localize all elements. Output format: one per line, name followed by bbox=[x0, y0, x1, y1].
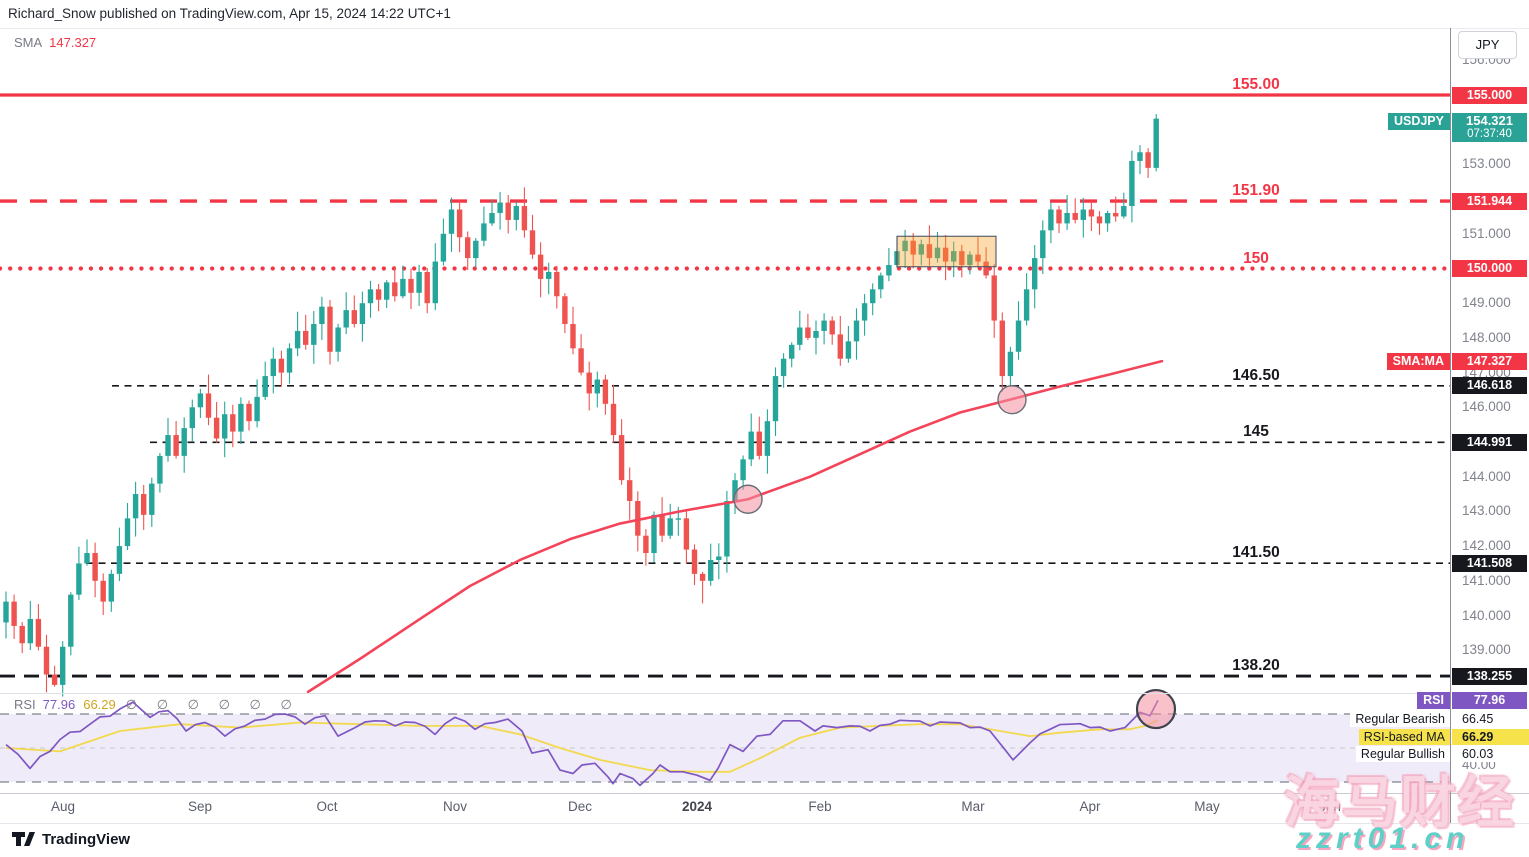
price-badge-138.255: 138.255 bbox=[1452, 667, 1527, 685]
tradingview-logo-icon bbox=[12, 832, 35, 846]
sma-label: SMA bbox=[14, 35, 43, 50]
rsi-plot-value-regular-bullish: 60.03 bbox=[1452, 746, 1529, 762]
time-label-May: May bbox=[1194, 799, 1220, 814]
time-label-Jun: Jun bbox=[1319, 799, 1341, 814]
sma-value: 147.327 bbox=[49, 35, 97, 50]
price-tick-153.000: 153.000 bbox=[1462, 156, 1511, 172]
publish-header: Richard_Snow published on TradingView.co… bbox=[8, 6, 451, 21]
time-label-Sep: Sep bbox=[187, 799, 213, 814]
time-label-Feb: Feb bbox=[808, 799, 832, 814]
price-badge-146.618: 146.618 bbox=[1452, 377, 1527, 395]
highlight-circle-1[interactable] bbox=[733, 484, 763, 514]
footer: TradingView bbox=[12, 831, 130, 848]
rsi-value-badge: 77.96 bbox=[1452, 691, 1527, 709]
last-price-badge: 154.321 07:37:40 bbox=[1452, 112, 1527, 142]
price-tick-143.000: 143.000 bbox=[1462, 503, 1511, 519]
price-tick-141.000: 141.000 bbox=[1462, 572, 1511, 588]
time-label-2024: 2024 bbox=[681, 799, 713, 814]
level-label-150: 150 bbox=[1243, 249, 1269, 267]
price-tick-139.000: 139.000 bbox=[1462, 642, 1511, 658]
time-label-Dec: Dec bbox=[567, 799, 592, 814]
level-label-146.50: 146.50 bbox=[1232, 366, 1280, 384]
candles bbox=[3, 114, 1159, 697]
rsi-value: 77.96 bbox=[42, 697, 76, 712]
level-label-141.50: 141.50 bbox=[1232, 544, 1280, 562]
currency-toggle-button[interactable]: JPY bbox=[1458, 31, 1517, 59]
time-label-Mar: Mar bbox=[961, 799, 985, 814]
price-badge-144.991: 144.991 bbox=[1452, 433, 1527, 451]
rsi-line[interactable] bbox=[5, 700, 1159, 787]
price-badge-151.944: 151.944 bbox=[1452, 192, 1527, 210]
highlight-circle-2[interactable] bbox=[997, 384, 1027, 415]
rsi-plot-label-regular-bullish: Regular Bullish bbox=[1355, 746, 1450, 762]
level-label-151.90: 151.90 bbox=[1232, 182, 1280, 200]
price-badge-150.000: 150.000 bbox=[1452, 260, 1527, 277]
level-label-155.00: 155.00 bbox=[1232, 76, 1280, 93]
rsi-ma-value: 66.29 bbox=[83, 697, 116, 712]
time-label-Oct: Oct bbox=[316, 799, 338, 814]
consolidation-box[interactable] bbox=[896, 235, 997, 268]
indicator-legend: SMA 147.327 bbox=[14, 35, 96, 50]
sma-value-badge: 147.327 bbox=[1452, 352, 1527, 370]
price-tick-146.000: 146.000 bbox=[1462, 399, 1511, 415]
time-label-Nov: Nov bbox=[442, 799, 467, 814]
price-badge-155.000: 155.000 bbox=[1452, 86, 1527, 104]
time-label-Aug: Aug bbox=[50, 799, 76, 814]
rsi-plot-value-rsi-based-ma: 66.29 bbox=[1452, 729, 1529, 745]
rsi-plot-label-rsi-based-ma: RSI-based MA bbox=[1358, 729, 1450, 745]
highlight-circle-3[interactable] bbox=[1135, 688, 1177, 730]
level-label-145: 145 bbox=[1243, 423, 1269, 441]
time-label-Apr: Apr bbox=[1079, 799, 1101, 814]
sma-ma-chip: SMA:MA bbox=[1386, 352, 1450, 370]
sma-line[interactable] bbox=[306, 359, 1164, 694]
price-tick-144.000: 144.000 bbox=[1462, 468, 1511, 484]
tradingview-brand-link[interactable]: TradingView bbox=[42, 831, 131, 848]
rsi-empty-values: ∅ ∅ ∅ ∅ ∅ ∅ bbox=[125, 697, 300, 712]
price-badge-141.508: 141.508 bbox=[1452, 554, 1527, 572]
bar-countdown: 07:37:40 bbox=[1467, 127, 1512, 140]
rsi-label: RSI bbox=[14, 697, 36, 712]
symbol-chip: USDJPY bbox=[1387, 113, 1450, 131]
price-tick-148.000: 148.000 bbox=[1462, 329, 1511, 345]
price-tick-140.000: 140.000 bbox=[1462, 607, 1511, 623]
price-tick-151.000: 151.000 bbox=[1462, 225, 1511, 241]
rsi-chip: RSI bbox=[1417, 691, 1450, 709]
price-tick-142.000: 142.000 bbox=[1462, 538, 1511, 554]
price-tick-149.000: 149.000 bbox=[1462, 295, 1511, 311]
last-price-value: 154.321 bbox=[1466, 112, 1513, 128]
rsi-legend: RSI 77.96 66.29 ∅ ∅ ∅ ∅ ∅ ∅ bbox=[14, 697, 300, 713]
level-label-138.20: 138.20 bbox=[1232, 657, 1280, 675]
rsi-plot-label-regular-bearish: Regular Bearish bbox=[1350, 711, 1450, 727]
rsi-plot-value-regular-bearish: 66.45 bbox=[1452, 711, 1529, 727]
